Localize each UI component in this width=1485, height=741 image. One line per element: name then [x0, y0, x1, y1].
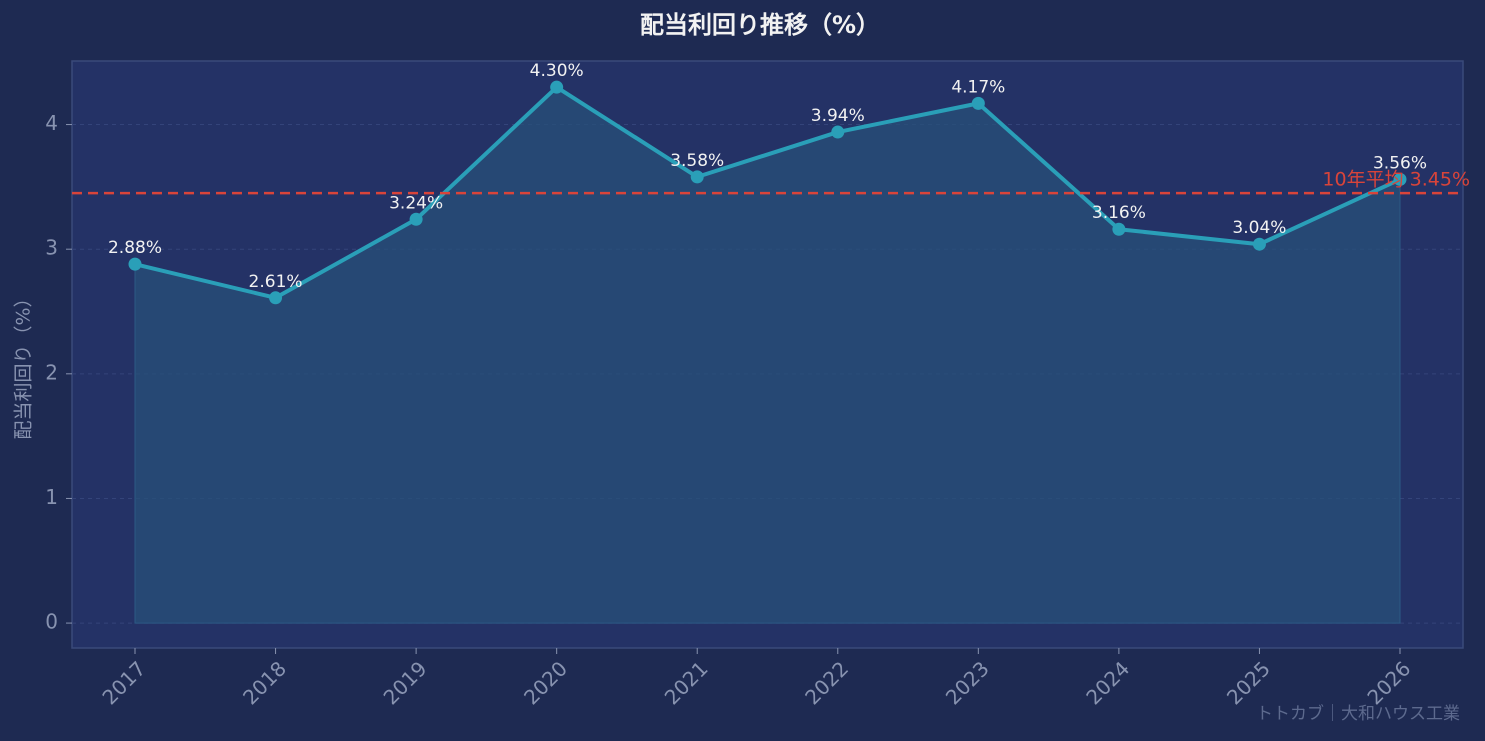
- y-axis-label: 配当利回り（%）: [13, 288, 35, 439]
- chart-title: 配当利回り推移（%）: [640, 11, 880, 39]
- point: [831, 125, 845, 139]
- point: [409, 212, 423, 226]
- line: [134, 85, 1401, 300]
- point: [690, 170, 704, 184]
- data-label: 3.24%: [389, 193, 443, 213]
- point: [1112, 222, 1126, 236]
- data-label: 4.30%: [530, 61, 584, 81]
- data-label: 3.04%: [1232, 218, 1286, 238]
- data-label: 3.16%: [1092, 203, 1146, 223]
- data-label: 4.17%: [951, 77, 1005, 97]
- reference-label: 10年平均 3.45%: [1322, 169, 1470, 191]
- point: [550, 80, 564, 94]
- y-tick-label: 0: [45, 610, 58, 634]
- data-label: 2.88%: [108, 238, 162, 258]
- watermark: トトカブ｜大和ハウス工業: [1256, 703, 1460, 724]
- point: [971, 96, 985, 110]
- data-label: 3.58%: [670, 151, 724, 171]
- data-label: 2.61%: [249, 272, 303, 292]
- data-label: 3.94%: [811, 106, 865, 126]
- point: [1252, 237, 1266, 251]
- point: [269, 291, 283, 305]
- y-tick-label: 1: [45, 485, 58, 509]
- point: [128, 257, 142, 271]
- y-tick-label: 3: [45, 236, 58, 260]
- point: [1393, 172, 1407, 186]
- y-tick-label: 2: [45, 360, 58, 384]
- data-label: 3.56%: [1373, 153, 1427, 173]
- y-tick-label: 4: [45, 111, 58, 135]
